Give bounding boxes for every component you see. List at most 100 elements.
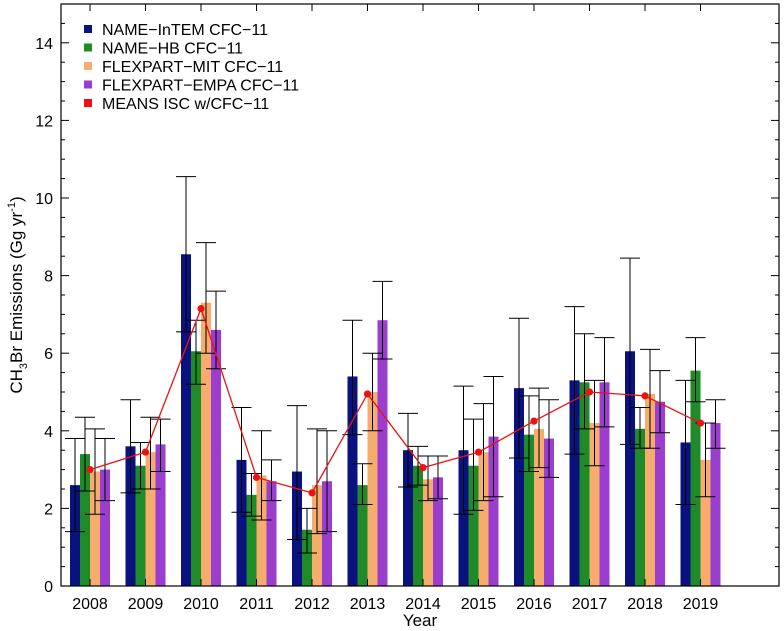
error-bar-2017-s1 — [564, 306, 585, 455]
error-bar-2009-s3 — [140, 416, 161, 490]
bar-2008-s1 — [70, 485, 80, 586]
bar-2016-s4 — [544, 438, 554, 586]
legend-swatch — [84, 43, 92, 52]
error-bar-2013-s1 — [342, 319, 363, 436]
bar-2018-s2 — [635, 428, 645, 586]
error-bar-2010-s1 — [176, 176, 196, 333]
bar-2017-s2 — [579, 382, 590, 586]
x-axis: 2008 2009 2010 2011 2012 2013 2014 2015 2016 2017… — [72, 4, 718, 613]
legend-swatch — [84, 25, 92, 33]
bar-2014-s2 — [413, 465, 423, 586]
bar-2013-s2 — [357, 485, 368, 586]
bar-2014-s4 — [433, 477, 443, 586]
error-bar-2012-s3 — [307, 428, 327, 535]
legend-swatch — [84, 80, 92, 89]
error-bar-2010-s3 — [196, 242, 216, 354]
error-bar-2019-s2 — [685, 337, 706, 403]
legend-label: FLEXPART−MIT CFC−11 — [102, 59, 283, 76]
bar-2017-s3 — [589, 423, 600, 586]
bar-2014-s3 — [423, 479, 433, 586]
y-axis-label: CH3Br Emissions (Gg yr-1) — [6, 196, 30, 393]
error-bar-2018-s4 — [650, 370, 670, 434]
bar-2011-s1 — [236, 459, 247, 586]
mean-point-2011 — [252, 473, 261, 481]
bar-2010-s3 — [201, 302, 211, 586]
legend-label: MEANS ISC w/CFC−11 — [102, 96, 269, 113]
mean-point-2008 — [86, 466, 94, 474]
error-bar-2014-s2 — [408, 445, 428, 486]
x-tick-label: 2011 — [239, 596, 274, 613]
error-bar-2011-s1 — [231, 407, 252, 513]
bar-2015-s3 — [478, 452, 489, 586]
error-bar-2012-s2 — [297, 507, 317, 554]
bar-2010-s2 — [191, 351, 201, 586]
bar-2016-s2 — [524, 434, 534, 586]
y-axis: 0 2 4 6 8 10 12 14 — [35, 3, 779, 596]
y-tick-label: 0 — [44, 579, 53, 596]
y-tick-label: 14 — [35, 36, 53, 53]
mean-point-2016 — [530, 417, 538, 425]
error-bar-2008-s3 — [85, 428, 105, 515]
error-bar-2011-s4 — [261, 459, 282, 502]
legend-label: FLEXPART−EMPA CFC−11 — [102, 78, 299, 95]
error-bar-2013-s4 — [372, 280, 393, 360]
error-bar-2019-s1 — [675, 379, 696, 506]
mean-point-2010 — [197, 304, 205, 313]
bar-2009-s4 — [155, 444, 166, 586]
bar-2010-s4 — [211, 329, 221, 586]
x-tick-label: 2015 — [461, 596, 497, 613]
bar-2011-s2 — [246, 494, 257, 586]
bar-2013-s4 — [377, 320, 388, 586]
mean-point-2017 — [585, 388, 594, 396]
bar-2018-s3 — [645, 393, 655, 586]
bar-2017-s1 — [569, 380, 580, 586]
legend-item: NAME−InTEM CFC−11 — [84, 22, 268, 39]
bar-2015-s2 — [468, 465, 479, 586]
mean-point-2018 — [641, 392, 649, 400]
y-tick-label: 6 — [44, 346, 53, 363]
bar-2011-s4 — [266, 481, 277, 586]
x-tick-label: 2018 — [627, 596, 663, 613]
error-bar-2019-s4 — [705, 399, 726, 449]
bar-2014-s1 — [403, 450, 413, 586]
x-tick-label: 2014 — [405, 596, 441, 613]
bar-2016-s3 — [534, 428, 544, 586]
error-bar-2013-s3 — [362, 352, 383, 432]
mean-line — [89, 306, 701, 494]
y-tick-label: 4 — [44, 424, 53, 441]
bar-2008-s3 — [90, 471, 100, 586]
mean-point-2014 — [419, 464, 427, 472]
error-bar-2017-s4 — [594, 337, 615, 428]
error-bar-2015-s3 — [473, 403, 494, 502]
x-tick-label: 2008 — [72, 596, 108, 613]
error-bar-2015-s4 — [483, 375, 504, 498]
error-bar-2009-s1 — [120, 399, 141, 494]
bar-2019-s2 — [690, 370, 701, 586]
x-axis-label: Year — [403, 611, 438, 630]
mean-line-layer — [86, 304, 705, 497]
error-bar-2015-s2 — [463, 418, 484, 511]
bar-2009-s2 — [135, 465, 146, 586]
error-bar-2016-s1 — [509, 317, 529, 459]
bar-2013-s1 — [347, 376, 358, 586]
x-tick-label: 2019 — [683, 596, 719, 613]
error-bar-2017-s3 — [584, 379, 605, 467]
bar-2019-s1 — [680, 442, 691, 586]
bars-layer — [70, 254, 721, 586]
bar-2013-s3 — [367, 392, 378, 586]
bar-2012-s3 — [312, 485, 322, 586]
y-tick-label: 12 — [35, 113, 53, 130]
mean-point-2009 — [141, 448, 150, 456]
bar-2019-s4 — [710, 423, 721, 586]
bar-2009-s3 — [145, 452, 156, 586]
x-tick-label: 2016 — [516, 596, 552, 613]
y-tick-label: 10 — [35, 191, 53, 208]
legend-label: NAME−InTEM CFC−11 — [102, 22, 268, 39]
error-bar-2008-s4 — [95, 438, 115, 502]
y-tick-label: 8 — [44, 269, 53, 286]
mean-point-2019 — [696, 419, 705, 427]
x-tick-label: 2010 — [183, 596, 219, 613]
x-tick-label: 2017 — [572, 596, 608, 613]
error-bar-2016-s2 — [519, 395, 539, 473]
